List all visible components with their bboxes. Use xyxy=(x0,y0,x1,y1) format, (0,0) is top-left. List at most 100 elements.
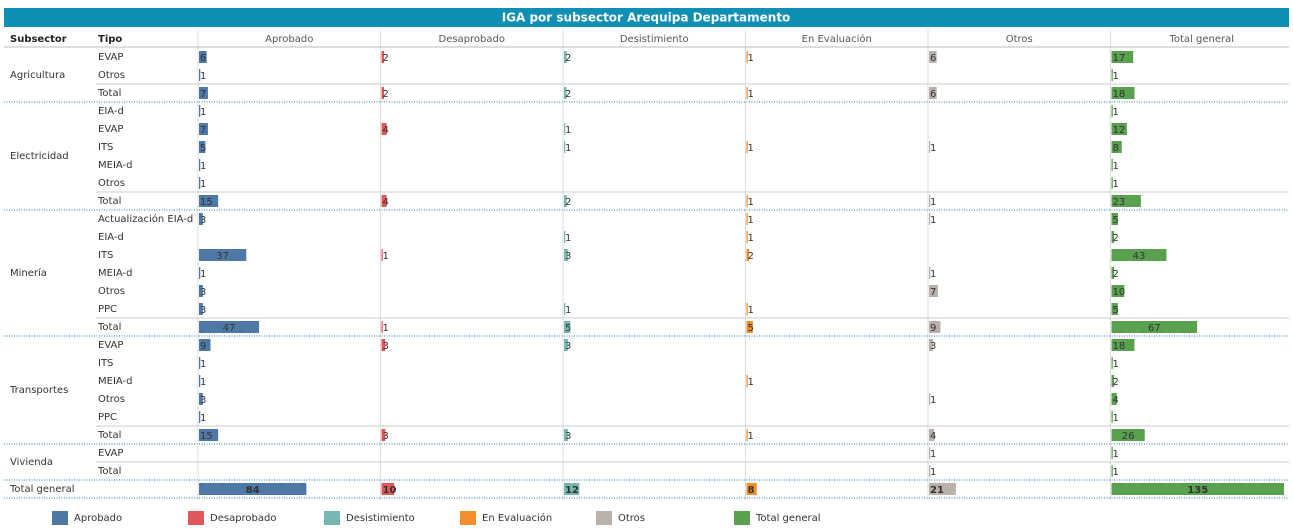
value-label: 3 xyxy=(200,287,206,298)
bar xyxy=(1111,141,1122,153)
bar xyxy=(746,303,748,315)
value-label: 135 xyxy=(1187,485,1208,496)
bar xyxy=(1111,177,1113,189)
tipo-label: EIA-d xyxy=(98,232,124,243)
bar xyxy=(564,249,568,261)
value-label: 9 xyxy=(930,323,936,334)
value-label: 23 xyxy=(1113,197,1126,208)
bar xyxy=(929,321,941,333)
bar xyxy=(564,483,580,495)
value-label: 2 xyxy=(1113,377,1119,388)
bar xyxy=(1111,339,1135,351)
tipo-label: Total xyxy=(97,88,121,99)
bar xyxy=(199,213,203,225)
bar xyxy=(746,213,748,225)
bar xyxy=(1111,195,1141,207)
bar xyxy=(1111,393,1117,405)
bar xyxy=(1111,429,1145,441)
column-header: Desaprobado xyxy=(439,34,506,45)
value-label: 1 xyxy=(383,323,389,334)
bar xyxy=(746,429,748,441)
value-label: 1 xyxy=(565,233,571,244)
bar xyxy=(1111,267,1115,279)
bar xyxy=(199,375,201,387)
bar xyxy=(199,195,219,207)
bar xyxy=(199,159,201,171)
bar xyxy=(199,303,203,315)
value-label: 1 xyxy=(1113,467,1119,478)
value-label: 1 xyxy=(200,413,206,424)
value-label: 1 xyxy=(200,359,206,370)
bar xyxy=(199,411,201,423)
value-label: 1 xyxy=(565,305,571,316)
value-label: 1 xyxy=(930,197,936,208)
bar xyxy=(199,87,208,99)
value-label: 1 xyxy=(748,305,754,316)
bar xyxy=(381,123,387,135)
bar xyxy=(929,447,931,459)
value-label: 4 xyxy=(930,431,936,442)
value-label: 2 xyxy=(748,251,754,262)
bar xyxy=(1111,483,1284,495)
value-label: 9 xyxy=(200,341,206,352)
bar xyxy=(564,195,567,207)
bar xyxy=(199,51,207,63)
value-label: 5 xyxy=(565,323,571,334)
legend-swatch xyxy=(734,511,750,525)
value-label: 1 xyxy=(748,197,754,208)
value-label: 15 xyxy=(200,431,213,442)
legend-swatch xyxy=(52,511,68,525)
column-header: En Evaluación xyxy=(802,33,872,45)
legend-label: En Evaluación xyxy=(482,512,552,524)
value-label: 2 xyxy=(1113,269,1119,280)
value-label: 1 xyxy=(748,233,754,244)
bar xyxy=(929,267,931,279)
tipo-label: EIA-d xyxy=(98,106,124,117)
tipo-label: Otros xyxy=(98,394,125,405)
tipo-label: Total xyxy=(97,466,121,477)
bar xyxy=(1111,69,1113,81)
bar xyxy=(929,195,931,207)
tipo-label: MEIA-d xyxy=(98,268,132,279)
bar xyxy=(746,87,748,99)
bar xyxy=(929,51,937,63)
bar xyxy=(564,321,571,333)
value-label: 3 xyxy=(200,215,206,226)
value-label: 1 xyxy=(930,467,936,478)
tipo-label: MEIA-d xyxy=(98,160,132,171)
value-label: 21 xyxy=(930,485,944,496)
value-label: 1 xyxy=(200,269,206,280)
bar xyxy=(199,429,219,441)
bar xyxy=(564,51,567,63)
bar xyxy=(929,465,931,477)
value-label: 3 xyxy=(565,341,571,352)
value-label: 5 xyxy=(1113,215,1119,226)
bar xyxy=(1111,321,1198,333)
bar xyxy=(199,69,201,81)
legend-swatch xyxy=(324,511,340,525)
bar xyxy=(1111,159,1113,171)
column-header: Aprobado xyxy=(265,34,313,45)
bar xyxy=(199,105,201,117)
tipo-label: MEIA-d xyxy=(98,376,132,387)
tipo-label: Total xyxy=(97,430,121,441)
value-label: 4 xyxy=(383,197,389,208)
value-label: 8 xyxy=(1113,143,1119,154)
tipo-label: EVAP xyxy=(98,340,123,351)
value-label: 37 xyxy=(216,251,229,262)
bar xyxy=(1111,213,1118,225)
bar xyxy=(746,375,748,387)
bar xyxy=(199,177,201,189)
bar xyxy=(199,357,201,369)
bar xyxy=(929,285,938,297)
tipo-label: Total xyxy=(97,196,121,207)
value-label: 1 xyxy=(748,431,754,442)
value-label: 8 xyxy=(748,485,755,496)
bar xyxy=(746,231,748,243)
value-label: 1 xyxy=(565,143,571,154)
legend-swatch xyxy=(460,511,476,525)
value-label: 7 xyxy=(930,287,936,298)
bar xyxy=(746,195,748,207)
bar xyxy=(381,51,385,63)
legend-label: Desaprobado xyxy=(210,513,277,524)
